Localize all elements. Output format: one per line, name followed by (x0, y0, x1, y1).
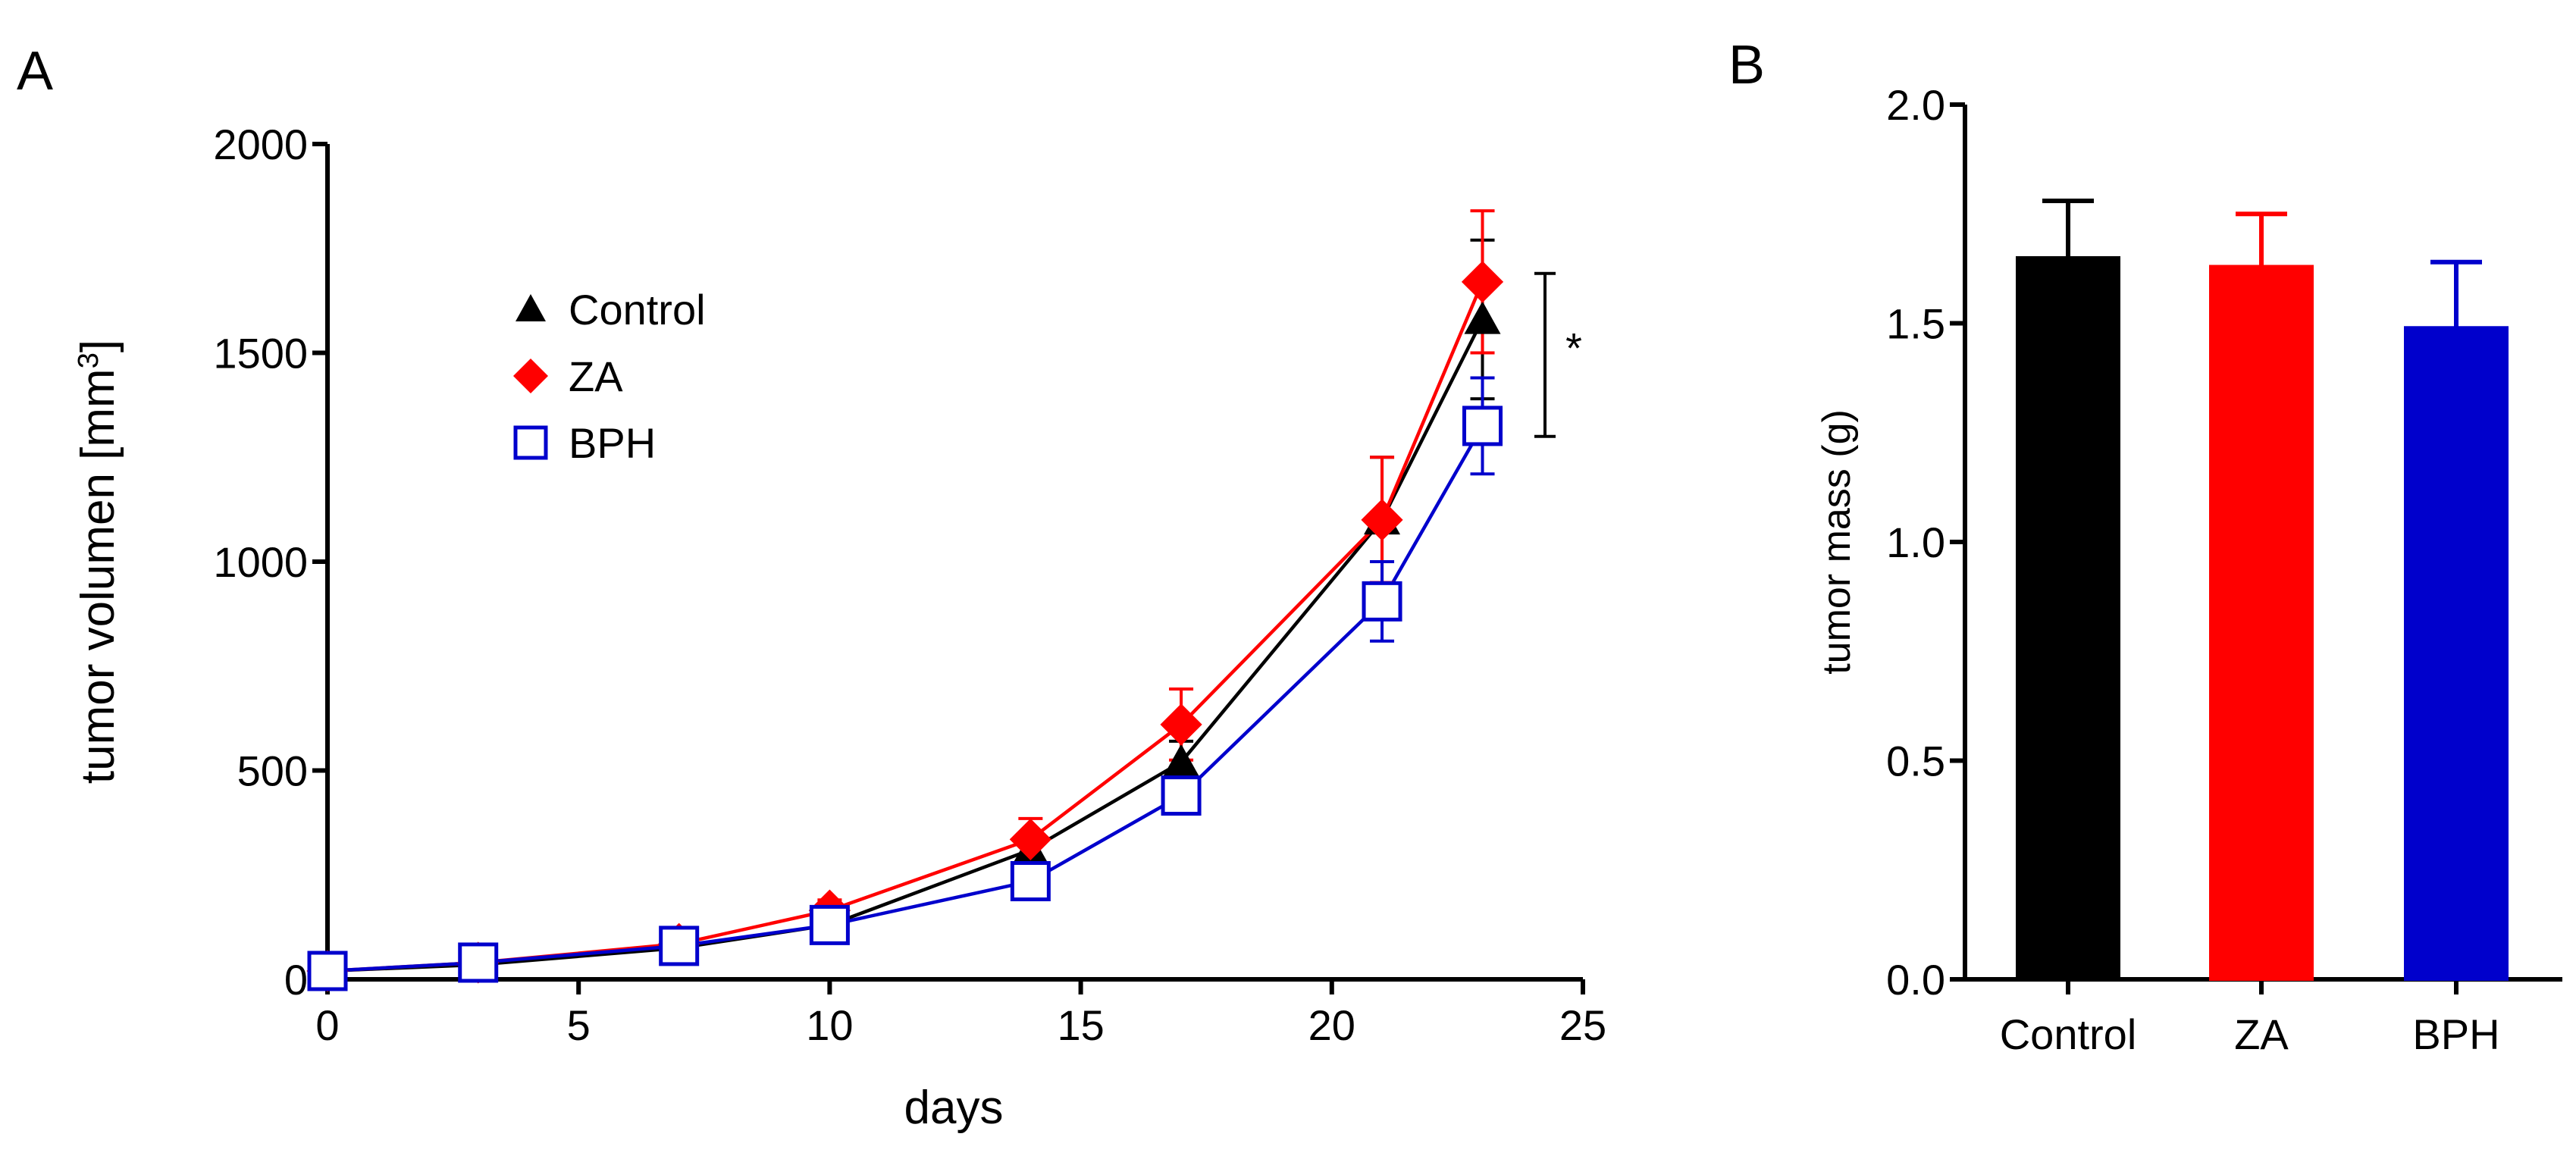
data-point-za (1009, 818, 1051, 861)
b-y-axis-label: tumor mass (g) (1815, 409, 1859, 675)
b-y-tick-label: 1.0 (1886, 518, 1945, 566)
data-point-bph (458, 942, 499, 983)
line-chart-panel-a: 0 500 1000 1500 2000 0 5 10 15 20 25 days tumor vo… (72, 121, 1606, 1134)
data-point-control (1464, 301, 1501, 334)
series-line-control (327, 318, 1484, 973)
data-point-bph (1462, 406, 1503, 446)
a-x-tick-label: 15 (1057, 1001, 1104, 1049)
bar-chart-panel-b: 0.0 0.5 1.0 1.5 2.0 Control ZA BPH tumor mass (… (1815, 81, 2562, 1058)
a-x-tick-label: 0 (315, 1001, 339, 1049)
b-y-tick-label: 0.5 (1886, 738, 1945, 785)
legend-label-za: ZA (569, 352, 623, 400)
category-label-control: Control (2000, 1010, 2137, 1058)
bar-bph (2404, 326, 2509, 981)
data-point-bph (1010, 861, 1051, 902)
bar-control (2016, 255, 2120, 981)
a-axes: 0 500 1000 1500 2000 0 5 10 15 20 25 (213, 121, 1606, 1049)
a-x-tick-label: 20 (1308, 1001, 1355, 1049)
a-error-bars (315, 209, 1495, 977)
y-axis-label-end: ] (72, 340, 124, 352)
a-series-lines (327, 280, 1484, 973)
data-point-za (1361, 499, 1403, 541)
significance-star: * (1565, 324, 1582, 371)
legend: Control ZA BPH (513, 286, 706, 467)
data-point-za (1160, 703, 1202, 746)
category-label-bph: BPH (2412, 1010, 2499, 1058)
a-x-tick-label: 5 (567, 1001, 591, 1049)
a-markers (306, 261, 1504, 992)
data-point-bph (1161, 775, 1202, 816)
a-y-tick-label: 2000 (213, 121, 308, 168)
y-axis-label-superscript: 3 (73, 352, 105, 368)
y-axis-label-text: tumor volumen [mm (72, 368, 124, 784)
data-point-bph (809, 904, 850, 945)
legend-marker-bph (513, 425, 548, 460)
a-x-tick-label: 10 (806, 1001, 853, 1049)
significance-annotation: * (1534, 271, 1582, 438)
legend-label-bph: BPH (569, 419, 656, 467)
data-point-control (1163, 744, 1200, 777)
data-point-bph (307, 951, 348, 991)
x-axis-label: days (904, 1082, 1004, 1134)
bar-za (2209, 265, 2314, 981)
series-line-bph (327, 424, 1484, 973)
b-y-tick-label: 2.0 (1886, 81, 1945, 129)
b-y-tick-label: 1.5 (1886, 300, 1945, 348)
y-axis-label: tumor volumen [mm3] (72, 340, 124, 784)
legend-marker-za (513, 359, 548, 393)
data-point-bph (1362, 581, 1402, 622)
b-y-tick-label: 0.0 (1886, 956, 1945, 1004)
data-point-za (1461, 261, 1504, 303)
category-label-za: ZA (2234, 1010, 2289, 1058)
panel-letter-a: A (17, 41, 53, 102)
a-y-tick-label: 1500 (213, 330, 308, 377)
a-y-tick-label: 500 (237, 747, 308, 795)
a-y-tick-label: 0 (284, 956, 308, 1004)
panel-letter-b: B (1728, 35, 1765, 96)
series-line-za (327, 280, 1484, 973)
a-y-tick-label: 1000 (213, 538, 308, 586)
data-point-bph (659, 926, 700, 966)
a-x-tick-label: 25 (1559, 1001, 1606, 1049)
legend-label-control: Control (569, 286, 706, 334)
b-bars (2016, 198, 2509, 981)
legend-marker-control (516, 294, 546, 321)
